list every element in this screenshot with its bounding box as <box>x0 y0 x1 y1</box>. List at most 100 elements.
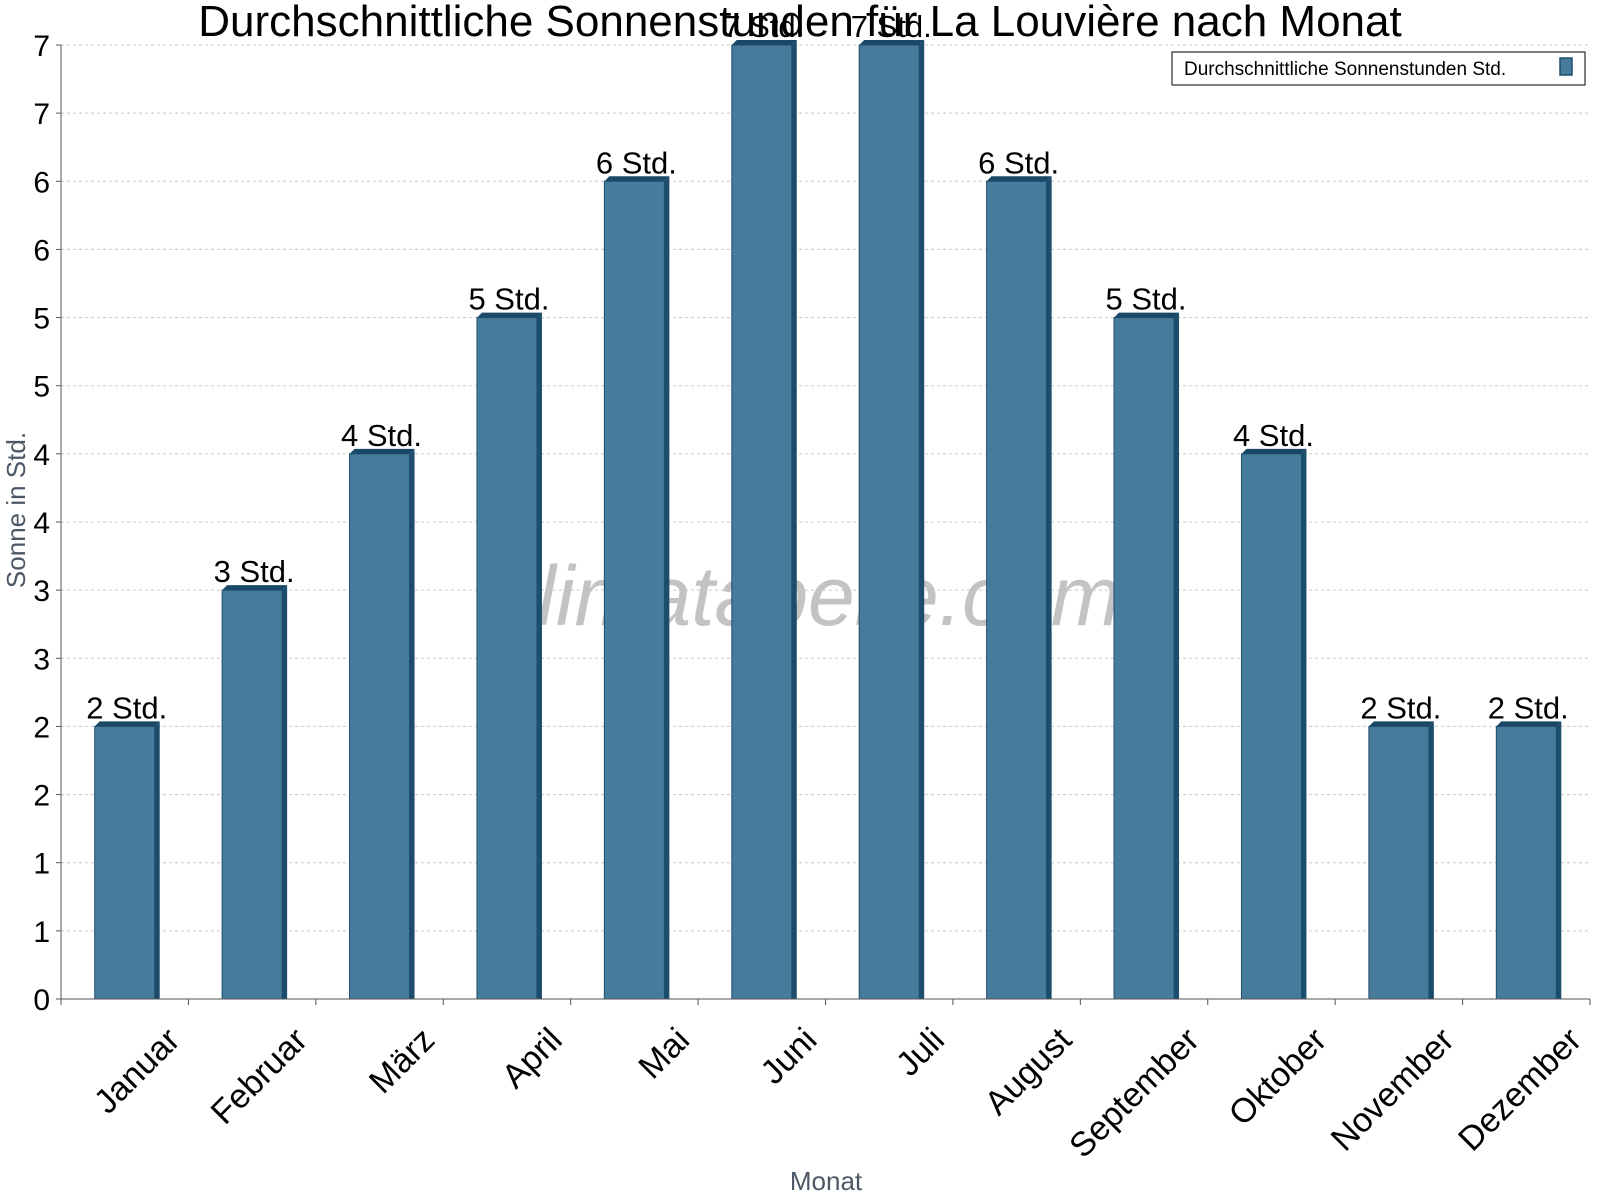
bar-april <box>476 312 542 1000</box>
x-axis-label: Monat <box>790 1166 863 1196</box>
bar-top <box>986 176 1052 182</box>
x-tick-label: April <box>495 1021 570 1096</box>
bar-top <box>604 176 670 182</box>
bar-top <box>1496 721 1562 727</box>
bar-front <box>986 180 1048 1000</box>
bar-value-label: 6 Std. <box>978 145 1059 180</box>
bar-august <box>986 176 1052 1000</box>
x-tick-label: März <box>362 1021 442 1101</box>
bar-front <box>1368 725 1430 1000</box>
x-tick-label: Dezember <box>1451 1021 1589 1159</box>
bar-side <box>664 176 670 1000</box>
y-tick-label: 6 <box>33 234 50 267</box>
legend: Durchschnittliche Sonnenstunden Std. <box>1171 51 1586 86</box>
y-tick-label: 1 <box>33 848 50 881</box>
bar-front <box>1113 317 1175 1000</box>
bar-top <box>94 721 160 727</box>
bar-juli <box>858 40 925 1000</box>
bar-front <box>349 453 411 1000</box>
bar-front <box>1495 725 1557 1000</box>
y-tick-label: 4 <box>33 439 50 472</box>
bar-side <box>1556 721 1562 999</box>
bar-top <box>859 40 925 45</box>
bar-front <box>1240 453 1302 1000</box>
bar-februar <box>221 585 288 1000</box>
y-tick-label: 7 <box>33 30 50 63</box>
data-labels: 2 Std. 3 Std. 4 Std. 5 Std. 6 Std. 7 Std. 7 St… <box>86 9 1569 725</box>
legend-label: Durchschnittliche Sonnenstunden Std. <box>1184 59 1506 80</box>
x-tick-label: Januar <box>87 1021 187 1121</box>
x-tick-label: September <box>1062 1021 1206 1165</box>
bar-side <box>282 585 288 999</box>
bar-value-label: 2 Std. <box>1360 690 1441 725</box>
x-tick-label: August <box>978 1020 1080 1122</box>
y-axis-label: Sonne in Std. <box>1 432 31 588</box>
x-tick-label: Oktober <box>1222 1021 1334 1133</box>
bar-value-label: 6 Std. <box>596 145 677 180</box>
y-tick-label: 7 <box>33 98 50 131</box>
y-tick-label: 2 <box>33 780 50 813</box>
bar-mai <box>603 176 670 1000</box>
bar-top <box>222 585 288 591</box>
y-tick-label: 1 <box>33 916 50 949</box>
bar-front <box>731 44 793 1000</box>
bar-value-label: 4 Std. <box>341 418 422 453</box>
bar-top <box>1114 312 1180 318</box>
x-tick-label: Juli <box>889 1021 952 1084</box>
y-tick-label: 0 <box>33 984 50 1017</box>
y-tick-label: 4 <box>33 507 50 540</box>
bar-value-label: 7 Std. <box>851 9 932 44</box>
x-tick-label: Juni <box>753 1021 824 1092</box>
bar-front <box>221 589 283 1000</box>
y-tick-label: 5 <box>33 303 50 336</box>
bar-front <box>858 44 920 1000</box>
x-tick-label: Mai <box>631 1021 697 1087</box>
y-tick-label: 5 <box>33 371 50 404</box>
bar-value-label: 7 Std. <box>723 9 804 44</box>
bar-top <box>1368 721 1434 727</box>
bar-value-label: 5 Std. <box>468 282 549 317</box>
bar-januar <box>94 721 160 1000</box>
bars <box>94 40 1562 1000</box>
x-ticks: Januar Februar März April Mai Juni Juli AugustS… <box>60 999 1591 1165</box>
bar-side <box>1046 176 1052 1000</box>
bar-märz <box>349 448 415 1000</box>
bar-value-label: 4 Std. <box>1233 418 1314 453</box>
bar-side <box>536 312 542 1000</box>
y-tick-label: 3 <box>33 643 50 676</box>
bar-side <box>1301 448 1307 999</box>
bar-oktober <box>1240 448 1307 1000</box>
bar-value-label: 5 Std. <box>1106 282 1187 317</box>
x-tick-label: November <box>1324 1021 1462 1159</box>
bar-front <box>476 317 538 1000</box>
bar-front <box>94 725 156 1000</box>
legend-box <box>1171 51 1586 86</box>
bar-value-label: 2 Std. <box>1488 690 1569 725</box>
bar-top <box>476 312 542 318</box>
bar-value-label: 3 Std. <box>214 554 295 589</box>
bar-side <box>154 721 160 999</box>
bar-juni <box>731 40 797 1000</box>
y-tick-label: 2 <box>33 711 50 744</box>
bar-front <box>603 180 665 1000</box>
bar-dezember <box>1495 721 1562 1000</box>
bar-top <box>731 40 797 45</box>
bar-side <box>1428 721 1434 999</box>
y-tick-label: 3 <box>33 575 50 608</box>
bar-value-label: 2 Std. <box>86 690 167 725</box>
x-tick-label: Februar <box>204 1021 315 1132</box>
y-tick-label: 6 <box>33 166 50 199</box>
bar-side <box>409 448 415 999</box>
legend-swatch <box>1559 57 1573 76</box>
bar-side <box>791 40 797 999</box>
bar-side <box>919 40 925 999</box>
bar-september <box>1113 312 1180 1000</box>
chart-title: Durchschnittliche Sonnenstunden für La L… <box>198 0 1401 46</box>
bar-top <box>1241 448 1307 454</box>
bar-top <box>349 448 415 454</box>
bar-side <box>1174 312 1180 1000</box>
gridlines <box>61 44 1590 932</box>
bar-november <box>1368 721 1434 1000</box>
y-ticks: 0 1 1 2 2 3 3 4 4 5 5 6 6 7 7 <box>33 30 61 1017</box>
